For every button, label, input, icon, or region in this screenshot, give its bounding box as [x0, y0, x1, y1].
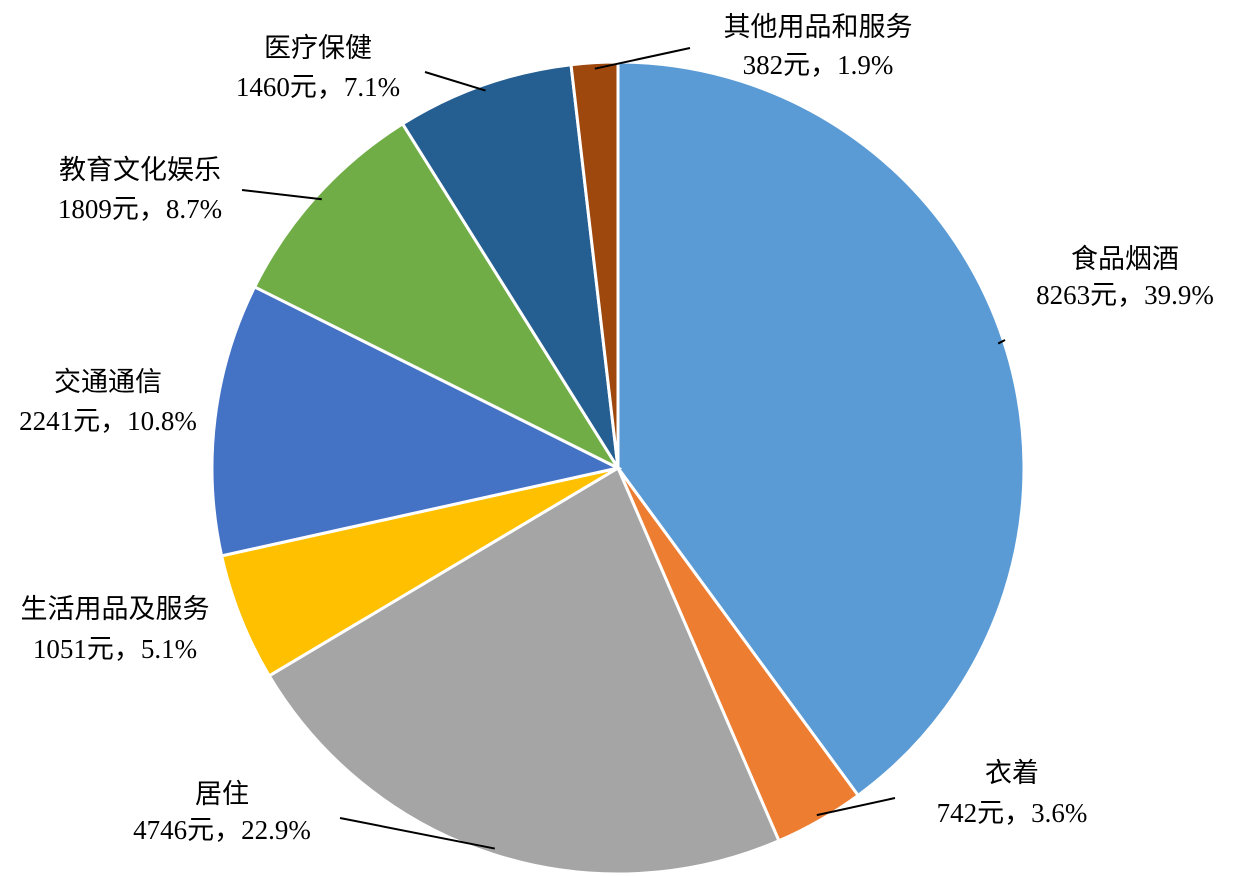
value-label: 4746元，22.9%	[133, 815, 311, 845]
category-label: 居住	[195, 779, 249, 809]
leader-line	[424, 71, 486, 92]
category-label: 生活用品及服务	[21, 594, 210, 624]
pie-slice	[400, 63, 620, 469]
pie-slice	[569, 60, 620, 469]
leader-line	[997, 339, 1006, 345]
pie-slice	[252, 121, 623, 472]
category-label: 食品烟酒	[1071, 244, 1179, 274]
leader-line	[339, 817, 496, 850]
value-label: 1460元，7.1%	[236, 72, 400, 102]
category-label: 衣着	[985, 758, 1039, 788]
leader-line	[816, 797, 896, 817]
category-label: 交通通信	[54, 367, 162, 397]
category-label: 教育文化娱乐	[59, 155, 221, 185]
value-label: 1809元，8.7%	[58, 194, 222, 224]
category-label: 医疗保健	[264, 33, 372, 63]
value-label: 742元，3.6%	[937, 798, 1088, 828]
category-label: 其他用品和服务	[724, 12, 913, 42]
value-label: 2241元，10.8%	[19, 406, 197, 436]
pie-slice	[267, 465, 781, 876]
leader-line	[241, 189, 322, 201]
value-label: 8263元，39.9%	[1036, 280, 1214, 310]
value-label: 382元，1.9%	[743, 50, 894, 80]
value-label: 1051元，5.1%	[33, 634, 197, 664]
pie-slice	[210, 284, 623, 558]
leader-line	[594, 47, 691, 70]
